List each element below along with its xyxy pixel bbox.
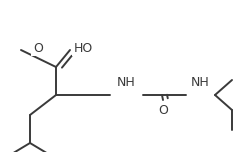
Text: O: O xyxy=(158,104,168,116)
Text: NH: NH xyxy=(117,76,135,88)
Text: HO: HO xyxy=(73,41,93,55)
Text: NH: NH xyxy=(191,76,209,88)
Text: O: O xyxy=(33,41,43,55)
